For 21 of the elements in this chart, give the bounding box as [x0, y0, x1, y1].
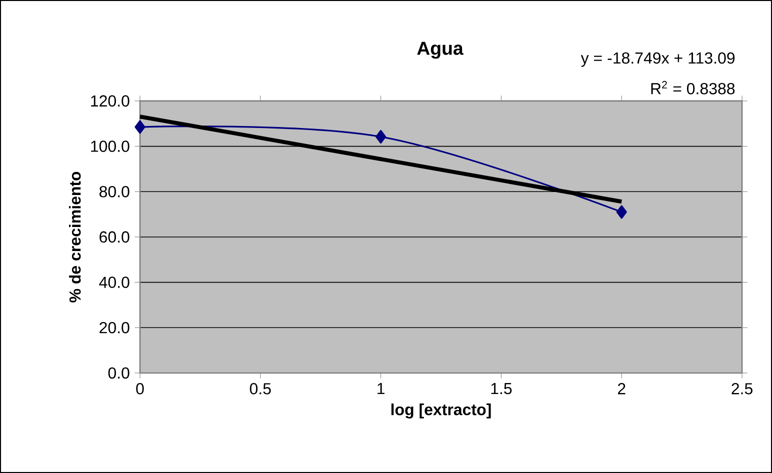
x-tick-label: 0.5 — [250, 383, 271, 394]
point — [616, 205, 627, 219]
chart-title: Agua — [417, 42, 464, 59]
text: R$^{2}$ = 0.8388 — [651, 80, 735, 94]
y-tick-label: 60.0 — [100, 231, 130, 243]
y-tick-label: 20.0 — [100, 322, 130, 334]
x-tick-label: 1 — [378, 383, 384, 394]
y-tick-label: 40.0 — [99, 276, 130, 288]
y-tick-label: 0.0 — [108, 367, 130, 379]
point — [376, 130, 386, 144]
x-tick-label: 2 — [618, 383, 626, 394]
y-tick-label: 100.0 — [91, 140, 130, 152]
x-tick-label: 2.5 — [732, 383, 752, 394]
point — [134, 120, 146, 134]
y-tick-label: 120.0 — [91, 95, 130, 107]
x-tick-label: 1.5 — [491, 383, 512, 394]
x-tick-label: 0 — [136, 383, 144, 394]
x-axis-title: log [extracto] — [391, 404, 491, 419]
text: y = -18.749x + 113.09 — [580, 52, 735, 67]
y-axis-title: % de crecimiento — [69, 172, 81, 302]
y-tick-label: 80.0 — [99, 186, 130, 198]
